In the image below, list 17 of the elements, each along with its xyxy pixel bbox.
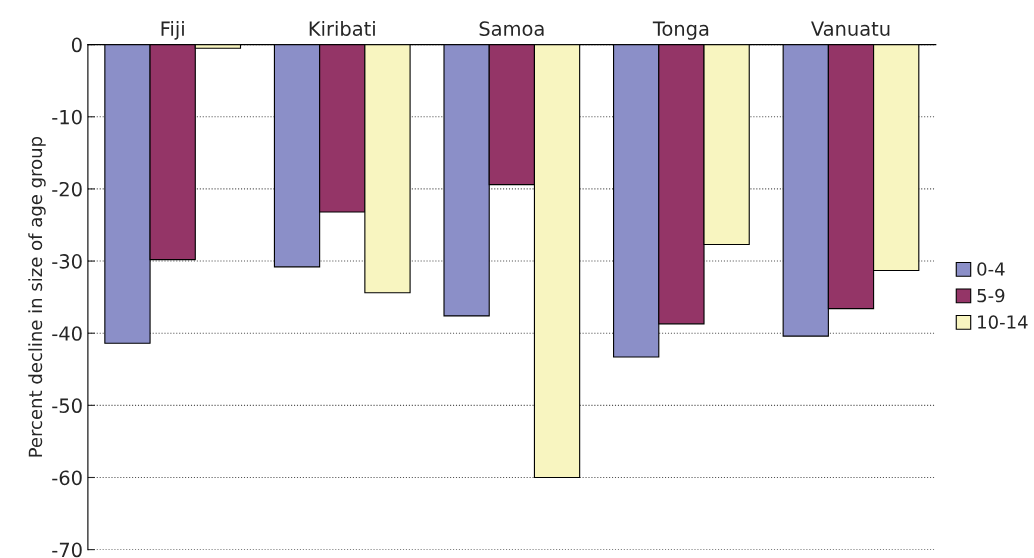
x-tick-label: Samoa — [479, 21, 544, 37]
x-tick-label: Fiji — [161, 20, 184, 40]
legend-label: 10-14 — [978, 315, 1028, 329]
y-tick-label: 0 — [71, 37, 82, 53]
y-tick-label: -50 — [52, 398, 82, 414]
x-tick-label: Tonga — [652, 21, 709, 40]
y-axis-title: Percent decline in size of age group — [28, 136, 46, 457]
y-tick-label: -20 — [52, 181, 82, 197]
y-tick-label: -40 — [52, 326, 82, 341]
legend-label: 0-4 — [977, 262, 1005, 276]
y-tick-label: -10 — [52, 109, 82, 125]
y-tick-label: -70 — [52, 542, 82, 558]
x-tick-label: Kiribati — [309, 20, 375, 37]
legend-label: 5-9 — [977, 288, 1005, 303]
y-tick-label: -60 — [52, 470, 82, 486]
x-tick-label: Vanuatu — [811, 21, 890, 37]
y-tick-label: -30 — [52, 254, 82, 269]
